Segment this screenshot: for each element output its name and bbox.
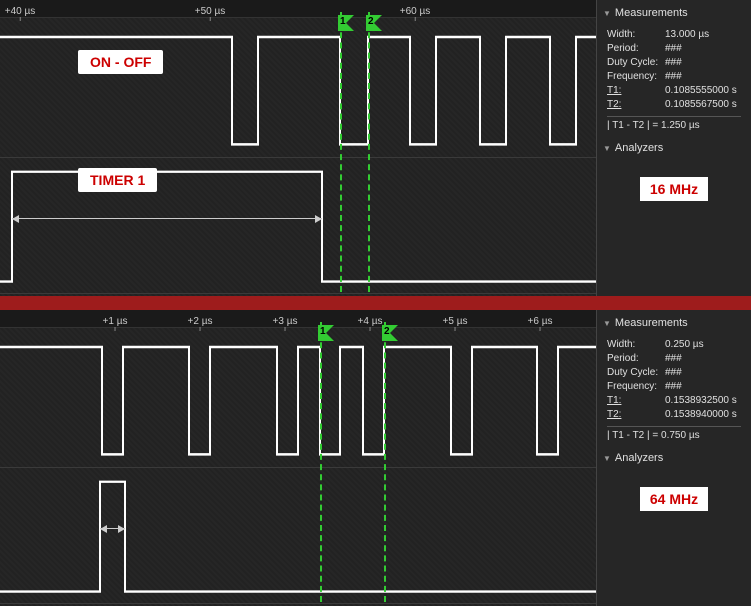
analyzer-box: 64 MHz: [607, 487, 741, 511]
top-channel-1: ON - OFF: [0, 18, 596, 158]
analyzers-header[interactable]: Analyzers: [597, 449, 751, 467]
measure-row: T1:0.1085555000 s: [607, 84, 741, 98]
top-sidebar: Measurements Width:13.000 µsPeriod:###Du…: [596, 0, 751, 296]
ruler-tick: +1 µs: [103, 316, 128, 327]
width-arrow: [12, 218, 322, 219]
top-panel: +40 µs+50 µs+60 µs+70 µs ON - OFF TIMER …: [0, 0, 751, 296]
cursor-flag-icon[interactable]: 1: [338, 15, 354, 31]
timing-cursor-1[interactable]: [340, 12, 342, 292]
top-ruler: +40 µs+50 µs+60 µs+70 µs: [0, 0, 596, 18]
ruler-tick: +2 µs: [188, 316, 213, 327]
measure-diff: | T1 - T2 | = 1.250 µs: [607, 116, 741, 133]
ruler-tick: +40 µs: [5, 6, 36, 17]
bottom-waveform-area[interactable]: +1 µs+2 µs+3 µs+4 µs+5 µs+6 µs+7 µs+8 µs…: [0, 310, 596, 606]
cursor-flag-icon[interactable]: 2: [382, 325, 398, 341]
measure-row: Width:0.250 µs: [607, 338, 741, 352]
analyzer-freq-label: 64 MHz: [640, 487, 708, 511]
timing-cursor-1[interactable]: [320, 322, 322, 602]
measurements-header[interactable]: Measurements: [597, 4, 751, 22]
bottom-channel-2: [0, 468, 596, 604]
measure-row: Width:13.000 µs: [607, 28, 741, 42]
signal-3: [0, 328, 596, 467]
measurements-header[interactable]: Measurements: [597, 314, 751, 332]
ruler-tick: +4 µs: [358, 316, 383, 327]
cursor-flag-icon[interactable]: 1: [318, 325, 334, 341]
bottom-ruler: +1 µs+2 µs+3 µs+4 µs+5 µs+6 µs+7 µs+8 µs: [0, 310, 596, 328]
ruler-tick: +50 µs: [195, 6, 226, 17]
measure-row: Frequency:###: [607, 70, 741, 84]
measure-diff: | T1 - T2 | = 0.750 µs: [607, 426, 741, 443]
signal-1: [0, 18, 596, 157]
timer-1-label: TIMER 1: [78, 168, 157, 192]
measurements-table: Width:0.250 µsPeriod:###Duty Cycle:###Fr…: [597, 332, 751, 449]
ruler-tick: +3 µs: [273, 316, 298, 327]
measure-row: Period:###: [607, 352, 741, 366]
measure-row: T2:0.1085567500 s: [607, 98, 741, 112]
analyzer-box: 16 MHz: [607, 177, 741, 201]
ruler-tick: +60 µs: [400, 6, 431, 17]
on-off-label: ON - OFF: [78, 50, 163, 74]
bottom-sidebar: Measurements Width:0.250 µsPeriod:###Dut…: [596, 310, 751, 606]
measure-row: Duty Cycle:###: [607, 366, 741, 380]
analyzers-header[interactable]: Analyzers: [597, 139, 751, 157]
bottom-channel-1: [0, 328, 596, 468]
measure-row: T1:0.1538932500 s: [607, 394, 741, 408]
measure-row: Frequency:###: [607, 380, 741, 394]
signal-4: [0, 468, 596, 603]
measure-row: Duty Cycle:###: [607, 56, 741, 70]
ruler-tick: +5 µs: [443, 316, 468, 327]
top-channel-2: TIMER 1: [0, 158, 596, 294]
top-waveform-area[interactable]: +40 µs+50 µs+60 µs+70 µs ON - OFF TIMER …: [0, 0, 596, 296]
timing-cursor-2[interactable]: [384, 322, 386, 602]
measure-row: Period:###: [607, 42, 741, 56]
measure-row: T2:0.1538940000 s: [607, 408, 741, 422]
panel-divider: [0, 296, 751, 310]
ruler-tick: +6 µs: [528, 316, 553, 327]
measurements-table: Width:13.000 µsPeriod:###Duty Cycle:###F…: [597, 22, 751, 139]
width-arrow-2: [100, 528, 125, 529]
analyzer-freq-label: 16 MHz: [640, 177, 708, 201]
bottom-panel: +1 µs+2 µs+3 µs+4 µs+5 µs+6 µs+7 µs+8 µs…: [0, 310, 751, 606]
timing-cursor-2[interactable]: [368, 12, 370, 292]
cursor-flag-icon[interactable]: 2: [366, 15, 382, 31]
